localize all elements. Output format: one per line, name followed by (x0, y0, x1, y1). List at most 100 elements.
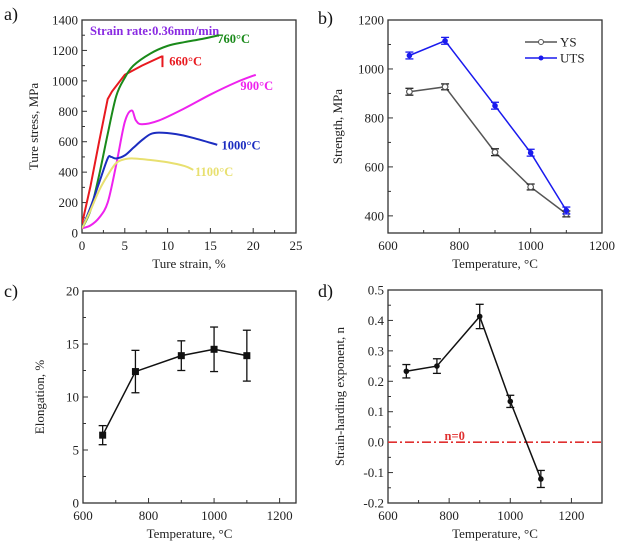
x-tick-label: 1200 (558, 508, 584, 523)
series-line-n (406, 315, 542, 480)
y-tick-label: 0 (72, 226, 79, 241)
y-tick-label: 400 (59, 165, 79, 180)
y-tick-label: 0.3 (368, 343, 384, 358)
y-tick-label: -0.1 (363, 465, 384, 480)
panel-a: a) 0 5 10 15 20 25 0 200 400 600 800 1000 1200 1400 Tur… (4, 4, 303, 271)
series-label: 1000°C (222, 138, 261, 152)
series-line-660C (82, 55, 164, 225)
y-tick-label: 600 (59, 134, 79, 149)
panel-label: c) (4, 281, 18, 302)
data-point (563, 207, 570, 214)
data-point (491, 148, 499, 156)
series-line-1100C (82, 157, 194, 229)
y-tick-label: 400 (365, 208, 385, 223)
y-tick-label: 1400 (52, 13, 78, 28)
x-tick-label: 1000 (518, 238, 544, 253)
series-line-1000C (82, 131, 218, 229)
x-tick-label: 600 (378, 238, 398, 253)
data-point (131, 368, 139, 376)
x-tick-label: 1000 (497, 508, 523, 523)
y-tick-label: 0.4 (368, 313, 385, 328)
series-label: 660°C (169, 55, 202, 69)
data-point (177, 352, 185, 360)
reference-line-label: n=0 (445, 429, 465, 443)
x-tick-label: 15 (204, 238, 217, 253)
data-point (403, 368, 410, 375)
y-tick-label: -0.2 (363, 496, 384, 511)
data-point (492, 102, 498, 109)
x-tick-label: 1200 (589, 238, 615, 253)
y-tick-label: 20 (66, 284, 79, 299)
y-tick-label: 15 (66, 337, 79, 352)
y-tick-label: 5 (73, 443, 80, 458)
y-axis-label: Strain-harding exponent, n (332, 327, 347, 466)
y-tick-label: 0.1 (368, 404, 384, 419)
panel-label: d) (318, 281, 333, 302)
panel-b: b) 600 800 1000 1200 400 600 800 1000 1200 Tempera… (318, 8, 615, 271)
x-tick-label: 0 (79, 238, 86, 253)
y-tick-label: 0 (73, 496, 80, 511)
series-label: 1100°C (195, 165, 233, 179)
x-tick-label: 20 (247, 238, 260, 253)
data-point (441, 83, 449, 91)
plot-frame (81, 19, 297, 234)
series-line-900C (82, 73, 257, 230)
data-point (507, 398, 514, 405)
series-line-UTS (409, 39, 567, 211)
series-label: 760°C (217, 32, 250, 46)
legend-marker (538, 55, 544, 61)
x-tick-label: 800 (439, 508, 459, 523)
data-point (538, 476, 544, 482)
panel-label: a) (4, 4, 18, 25)
y-axis-label: Strength, MPa (330, 89, 345, 164)
y-axis-label: Ture stress, MPa (26, 83, 41, 171)
data-point (406, 52, 413, 59)
y-tick-label: 10 (66, 390, 79, 405)
data-point (527, 183, 535, 191)
x-tick-label: 1000 (201, 508, 227, 523)
x-tick-label: 600 (73, 508, 93, 523)
x-axis-label: Temperature, °C (452, 256, 538, 271)
data-point (434, 363, 440, 369)
y-tick-label: 800 (365, 110, 385, 125)
x-axis-label: Ture strain, % (152, 256, 226, 271)
legend-marker (538, 39, 544, 45)
x-axis-label: Temperature, °C (147, 526, 233, 541)
y-tick-label: 800 (59, 104, 79, 119)
legend-label: YS (560, 35, 577, 50)
series-line-YS (409, 86, 567, 215)
panel-label: b) (318, 8, 333, 29)
data-point (210, 345, 218, 353)
panel-d: d) 600 800 1000 1200 -0.2 -0.1 0.0 0.1 0.2 0.3 0.4 0… (318, 281, 603, 541)
data-point (476, 313, 483, 320)
x-tick-label: 25 (290, 238, 303, 253)
plot-frame (387, 289, 603, 504)
x-tick-label: 5 (122, 238, 129, 253)
legend-label: UTS (560, 51, 585, 66)
y-tick-label: 1000 (358, 61, 384, 76)
x-tick-label: 800 (139, 508, 159, 523)
x-tick-label: 10 (161, 238, 174, 253)
series-line-Elongation (101, 348, 247, 436)
data-point (442, 38, 448, 44)
y-tick-label: 1000 (52, 73, 78, 88)
x-axis-label: Temperature, °C (452, 526, 538, 541)
y-tick-label: 600 (365, 159, 385, 174)
y-tick-label: 200 (59, 195, 79, 210)
plot-frame (82, 290, 297, 504)
data-point (99, 431, 107, 439)
data-point (406, 88, 413, 96)
panel-c: c) 600 800 1000 1200 0 5 10 15 20 Temperature, °C E… (4, 281, 297, 541)
series-line-760C (82, 34, 220, 229)
x-tick-label: 800 (450, 238, 470, 253)
y-tick-label: 1200 (358, 13, 384, 28)
strain-rate-annotation: Strain rate:0.36mm/min (90, 24, 219, 38)
data-point (527, 149, 534, 156)
data-point (243, 352, 251, 360)
series-label: 900°C (240, 79, 273, 93)
y-tick-label: 0.5 (368, 283, 384, 298)
y-axis-label: Elongation, % (32, 360, 47, 435)
x-tick-label: 600 (378, 508, 398, 523)
x-tick-label: 1200 (267, 508, 293, 523)
